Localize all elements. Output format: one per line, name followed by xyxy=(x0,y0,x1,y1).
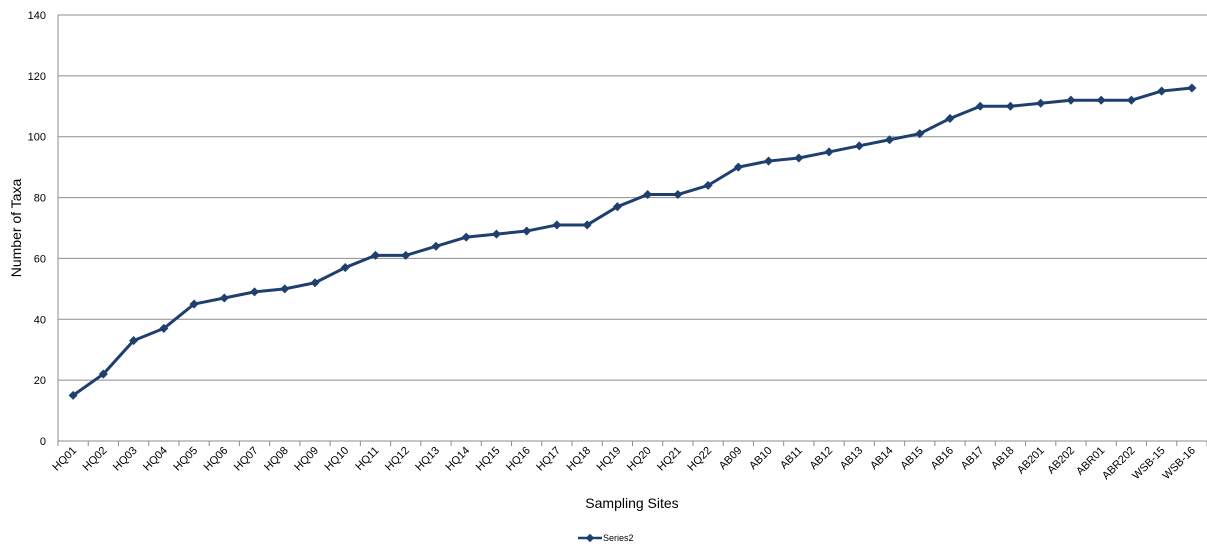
data-point xyxy=(794,153,804,163)
x-axis-tick-labels: HQ01 HQ02 HQ03 HQ04 HQ05 HQ06 HQ07 HQ08 HQ09 HQ10… xyxy=(50,445,1198,482)
x-tick-label: AB13 xyxy=(838,445,866,473)
x-tick-label: HQ11 xyxy=(353,445,381,473)
series-line xyxy=(72,86,1193,397)
x-tick-label: WSB-16 xyxy=(1161,445,1198,482)
data-point xyxy=(764,156,774,166)
x-tick-label: HQ15 xyxy=(474,445,503,474)
x-tick-label: HQ02 xyxy=(81,445,110,474)
x-tick-label: HQ08 xyxy=(262,445,291,474)
y-axis-tick-labels: 0 20 40 60 80 100 120 140 xyxy=(28,10,46,448)
data-point xyxy=(219,293,229,303)
x-tick-label: AB18 xyxy=(989,445,1017,473)
legend-series-marker xyxy=(585,533,595,543)
x-tick-label: HQ16 xyxy=(504,445,533,474)
data-point xyxy=(250,287,260,297)
x-tick-label: HQ05 xyxy=(171,445,200,474)
x-axis-title: Sampling Sites xyxy=(585,495,678,511)
data-point xyxy=(1126,95,1136,105)
x-tick-label: HQ14 xyxy=(444,445,473,474)
x-tick-label: HQ18 xyxy=(564,445,593,474)
x-tick-label: HQ20 xyxy=(625,445,654,474)
x-tick-label: HQ22 xyxy=(685,445,714,474)
y-tick-label: 140 xyxy=(28,10,46,22)
x-tick-label: AB201 xyxy=(1015,445,1047,477)
gridlines xyxy=(58,14,1207,381)
data-point xyxy=(1005,101,1015,111)
data-point xyxy=(189,299,199,309)
x-tick-label: HQ09 xyxy=(292,445,321,474)
data-point xyxy=(1066,95,1076,105)
data-point xyxy=(552,220,562,230)
x-tick-label: AB09 xyxy=(717,445,745,473)
data-point xyxy=(1036,98,1046,108)
y-tick-label: 20 xyxy=(34,375,46,387)
y-tick-label: 0 xyxy=(40,436,46,448)
x-tick-label: HQ21 xyxy=(655,445,684,474)
x-tick-label: HQ03 xyxy=(111,445,140,474)
series-group xyxy=(68,83,1197,400)
data-point xyxy=(733,162,743,172)
y-tick-label: 40 xyxy=(34,314,46,326)
x-tick-label: AB14 xyxy=(868,445,896,473)
data-point xyxy=(370,250,381,260)
data-point xyxy=(854,141,864,151)
data-point xyxy=(582,220,592,230)
data-point xyxy=(68,390,78,400)
legend-series-label: Series2 xyxy=(603,533,634,543)
x-tick-label: AB202 xyxy=(1045,445,1077,477)
x-tick-label: AB12 xyxy=(808,445,836,473)
data-point xyxy=(975,101,985,111)
y-tick-label: 80 xyxy=(34,193,46,205)
data-point xyxy=(129,336,139,346)
data-point xyxy=(98,369,108,379)
data-point xyxy=(159,323,169,333)
x-tick-label: HQ04 xyxy=(141,445,170,474)
x-tick-label: HQ10 xyxy=(323,445,352,474)
legend: Series2 xyxy=(578,533,634,543)
x-tick-label: HQ13 xyxy=(413,445,442,474)
data-point xyxy=(431,241,441,251)
x-tick-label: HQ12 xyxy=(383,445,412,474)
data-point xyxy=(280,284,290,294)
data-point xyxy=(945,113,955,123)
data-point xyxy=(522,226,532,236)
x-axis-ticks xyxy=(57,441,1207,446)
x-tick-label: AB15 xyxy=(898,445,926,473)
y-tick-label: 100 xyxy=(28,132,46,144)
data-point xyxy=(1187,83,1197,93)
x-tick-label: AB11 xyxy=(778,445,805,472)
data-point xyxy=(461,232,471,242)
data-point xyxy=(401,250,411,260)
data-point xyxy=(1157,86,1167,96)
x-tick-label: HQ01 xyxy=(50,445,79,474)
x-tick-label: AB16 xyxy=(929,445,957,473)
data-point xyxy=(1096,95,1106,105)
y-tick-label: 120 xyxy=(28,71,46,83)
y-tick-label: 60 xyxy=(34,253,46,265)
x-tick-label: HQ07 xyxy=(232,445,261,474)
x-tick-label: AB17 xyxy=(959,445,987,473)
x-tick-label: HQ19 xyxy=(595,445,624,474)
x-tick-label: AB10 xyxy=(747,445,775,473)
x-tick-label: HQ17 xyxy=(534,445,563,474)
data-point xyxy=(824,147,834,157)
y-axis-title: Number of Taxa xyxy=(8,179,24,278)
data-point xyxy=(491,229,501,239)
x-tick-label: HQ06 xyxy=(202,445,231,474)
